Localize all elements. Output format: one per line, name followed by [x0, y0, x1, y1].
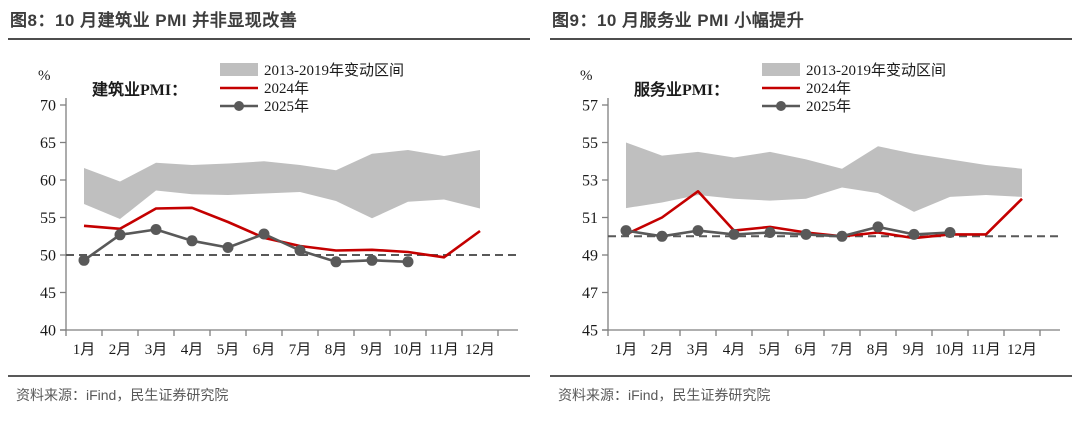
legend-2024-label: 2024年	[264, 80, 309, 97]
series-marker-2025年	[908, 228, 920, 240]
series-marker-2025年	[114, 229, 126, 241]
series-marker-2025年	[620, 225, 632, 237]
x-tick-label: 8月	[325, 342, 348, 358]
chart-title-construction: 图8：10 月建筑业 PMI 并非显现改善	[8, 6, 530, 40]
series-marker-2025年	[764, 227, 776, 238]
x-tick-label: 11月	[429, 342, 458, 358]
series-line-2025年	[83, 228, 409, 264]
series-marker-2025年	[366, 254, 378, 266]
legend-2024-label: 2024年	[806, 80, 851, 97]
series-marker-2025年	[330, 256, 342, 268]
legend-2025-label: 2025年	[806, 98, 851, 115]
series-line-2024年	[625, 190, 1023, 240]
series-marker-2025年	[728, 228, 740, 240]
series-caption: 建筑业PMI：	[92, 80, 187, 99]
series-marker-2025年	[294, 245, 306, 256]
y-axis-unit-label: %	[580, 68, 593, 84]
x-tick-label: 10月	[393, 342, 423, 358]
y-tick-label: 50	[40, 248, 56, 265]
legend-band-swatch	[762, 63, 800, 76]
series-marker-2025年	[222, 242, 234, 253]
series-marker-2025年	[836, 230, 848, 242]
x-tick-label: 5月	[759, 342, 782, 358]
source-note: 资料来源：iFind，民生证券研究院	[16, 387, 229, 403]
series-marker-2025年	[692, 225, 704, 237]
x-tick-label: 11月	[971, 342, 1000, 358]
y-tick-label: 53	[582, 173, 598, 190]
legend-band-label: 2013-2019年变动区间	[264, 62, 404, 79]
x-tick-label: 7月	[831, 342, 854, 358]
x-tick-label: 9月	[361, 342, 384, 358]
source-row: 资料来源：iFind，民生证券研究院	[8, 375, 530, 405]
legend-2025-marker	[776, 101, 786, 111]
y-tick-label: 60	[40, 173, 56, 190]
y-tick-label: 55	[40, 210, 56, 227]
x-tick-label: 8月	[867, 342, 890, 358]
x-tick-label: 3月	[687, 342, 710, 358]
source-note: 资料来源：iFind，民生证券研究院	[558, 387, 771, 403]
source-row: 资料来源：iFind，民生证券研究院	[550, 375, 1072, 405]
y-tick-label: 49	[582, 248, 598, 265]
chart-card-construction-pmi: 图8：10 月建筑业 PMI 并非显现改善 40 45 50 55 60 65 70 1月 2月…	[8, 0, 530, 422]
series-caption: 服务业PMI：	[634, 80, 729, 99]
series-marker-2025年	[402, 256, 414, 268]
y-axis-unit-label: %	[38, 68, 51, 84]
construction-pmi-chart: 40 45 50 55 60 65 70 1月 2月 3月 4月 5月 6月 7月 8月 9月 10月 11月 12…	[38, 62, 518, 358]
y-tick-label: 70	[40, 98, 56, 115]
y-tick-label: 55	[582, 135, 598, 152]
y-tick-label: 47	[582, 285, 598, 302]
services-pmi-chart: 45 47 49 51 53 55 57 1月 2月 3月 4月 5月 6月 7月 8月 9月 10月 11月 12…	[580, 62, 1060, 358]
y-tick-label: 45	[40, 285, 56, 302]
series-marker-2025年	[800, 228, 812, 240]
x-tick-label: 12月	[1007, 342, 1037, 358]
x-tick-label: 2月	[109, 342, 132, 358]
series-marker-2025年	[656, 230, 668, 242]
y-tick-label: 57	[582, 98, 598, 115]
x-tick-label: 4月	[723, 342, 746, 358]
range-band-area	[84, 150, 480, 219]
x-tick-label: 7月	[289, 342, 312, 358]
legend-2025-label: 2025年	[264, 98, 309, 115]
chart-card-services-pmi: 图9：10 月服务业 PMI 小幅提升 45 47 49 51 53 55 57 1月 2月 3月…	[550, 0, 1072, 422]
series-marker-2025年	[872, 221, 884, 233]
x-tick-label: 1月	[615, 342, 638, 358]
x-tick-label: 2月	[651, 342, 674, 358]
y-tick-label: 65	[40, 135, 56, 152]
x-tick-label: 3月	[145, 342, 168, 358]
y-tick-label: 40	[40, 323, 56, 340]
legend-band-label: 2013-2019年变动区间	[806, 62, 946, 79]
series-marker-2025年	[944, 227, 956, 238]
x-tick-label: 1月	[73, 342, 96, 358]
chart-title-services: 图9：10 月服务业 PMI 小幅提升	[550, 6, 1072, 40]
series-marker-2025年	[258, 228, 270, 240]
series-marker-2025年	[150, 224, 162, 235]
x-tick-label: 9月	[903, 342, 926, 358]
y-tick-label: 51	[582, 210, 598, 227]
x-tick-label: 6月	[253, 342, 276, 358]
x-tick-label: 5月	[217, 342, 240, 358]
series-marker-2025年	[186, 235, 198, 247]
x-tick-label: 6月	[795, 342, 818, 358]
x-tick-label: 10月	[935, 342, 965, 358]
range-band-area	[626, 142, 1022, 212]
y-tick-label: 45	[582, 323, 598, 340]
series-line-2025年	[625, 225, 951, 238]
legend-band-swatch	[220, 63, 258, 76]
x-tick-label: 4月	[181, 342, 204, 358]
x-tick-label: 12月	[465, 342, 495, 358]
series-marker-2025年	[78, 254, 90, 266]
legend-2025-marker	[234, 101, 244, 111]
